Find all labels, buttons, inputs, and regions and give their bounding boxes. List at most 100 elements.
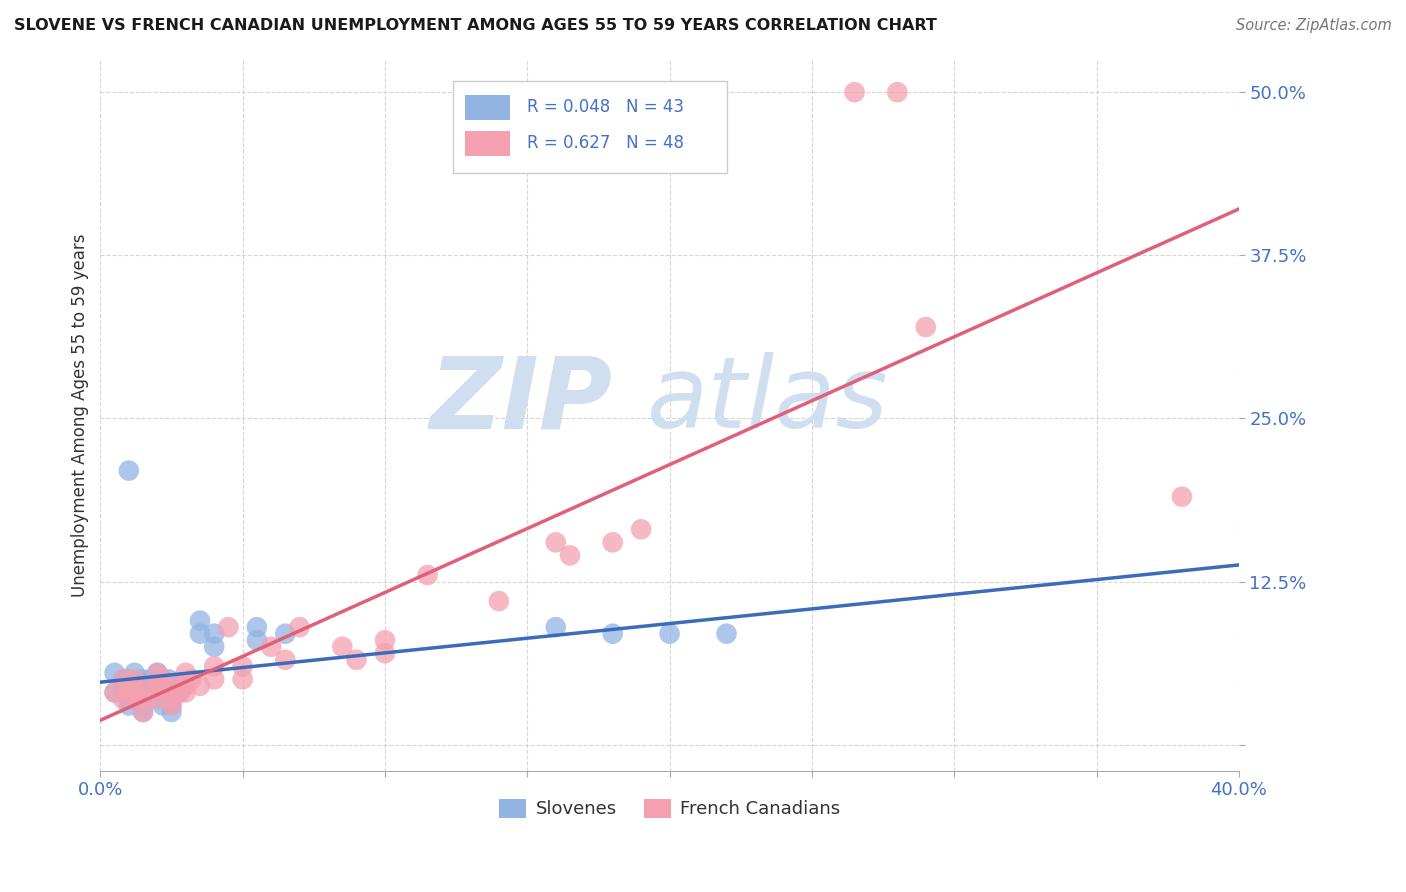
Point [232,673,254,687]
Point [152,692,174,706]
Point [152,673,174,687]
Point [146,679,169,693]
Point [118,685,141,699]
Point [246,620,269,634]
Point [146,679,169,693]
Point [1171,490,1194,504]
Point [152,685,174,699]
Point [274,626,297,640]
Legend: Slovenes, French Canadians: Slovenes, French Canadians [492,792,846,826]
Point [160,705,183,719]
Point [112,685,135,699]
Text: atlas: atlas [647,352,889,450]
Point [124,685,146,699]
Point [132,705,155,719]
Point [103,665,125,680]
Point [346,653,368,667]
Point [188,679,211,693]
Point [157,673,180,687]
Point [160,692,183,706]
Point [160,692,183,706]
Point [202,626,225,640]
Point [112,673,135,687]
Point [118,679,141,693]
Point [118,698,141,713]
Point [118,673,141,687]
Point [160,679,183,693]
Point [127,692,149,706]
Point [202,659,225,673]
Point [488,594,510,608]
Point [174,679,197,693]
Point [152,698,174,713]
Point [112,692,135,706]
Point [602,626,624,640]
Point [124,679,146,693]
Point [132,692,155,706]
Point [118,464,141,478]
Point [160,698,183,713]
Point [558,549,581,563]
Text: SLOVENE VS FRENCH CANADIAN UNEMPLOYMENT AMONG AGES 55 TO 59 YEARS CORRELATION CH: SLOVENE VS FRENCH CANADIAN UNEMPLOYMENT … [14,18,936,33]
Point [658,626,681,640]
Point [141,685,163,699]
Point [132,698,155,713]
Point [886,85,908,99]
Point [260,640,283,654]
Point [146,665,169,680]
Point [174,685,197,699]
Point [202,640,225,654]
Point [914,320,936,334]
FancyBboxPatch shape [464,95,510,120]
Point [544,535,567,549]
Point [132,685,155,699]
Point [374,633,396,648]
Point [232,659,254,673]
Point [169,679,191,693]
Point [288,620,311,634]
Point [152,673,174,687]
Point [146,665,169,680]
Point [602,535,624,549]
Point [169,685,191,699]
Point [217,620,239,634]
Text: ZIP: ZIP [430,352,613,450]
Text: R = 0.048   N = 43: R = 0.048 N = 43 [527,98,685,116]
Point [103,685,125,699]
Text: R = 0.627   N = 48: R = 0.627 N = 48 [527,134,685,152]
Point [146,692,169,706]
Point [103,685,125,699]
Point [152,685,174,699]
Point [374,646,396,660]
Point [132,705,155,719]
Point [141,685,163,699]
FancyBboxPatch shape [453,81,727,173]
Point [112,673,135,687]
Point [202,673,225,687]
Point [118,692,141,706]
Point [132,673,155,687]
Point [274,653,297,667]
Point [188,614,211,628]
Point [127,685,149,699]
Point [844,85,866,99]
Point [246,633,269,648]
Y-axis label: Unemployment Among Ages 55 to 59 years: Unemployment Among Ages 55 to 59 years [72,234,89,597]
Point [416,568,439,582]
Point [132,679,155,693]
Point [160,685,183,699]
Point [160,698,183,713]
Point [174,665,197,680]
Point [124,673,146,687]
Point [124,665,146,680]
Point [180,673,202,687]
Point [188,626,211,640]
FancyBboxPatch shape [464,131,510,155]
Point [169,685,191,699]
Point [716,626,738,640]
Point [127,692,149,706]
Text: Source: ZipAtlas.com: Source: ZipAtlas.com [1236,18,1392,33]
Point [544,620,567,634]
Point [118,685,141,699]
Point [141,673,163,687]
